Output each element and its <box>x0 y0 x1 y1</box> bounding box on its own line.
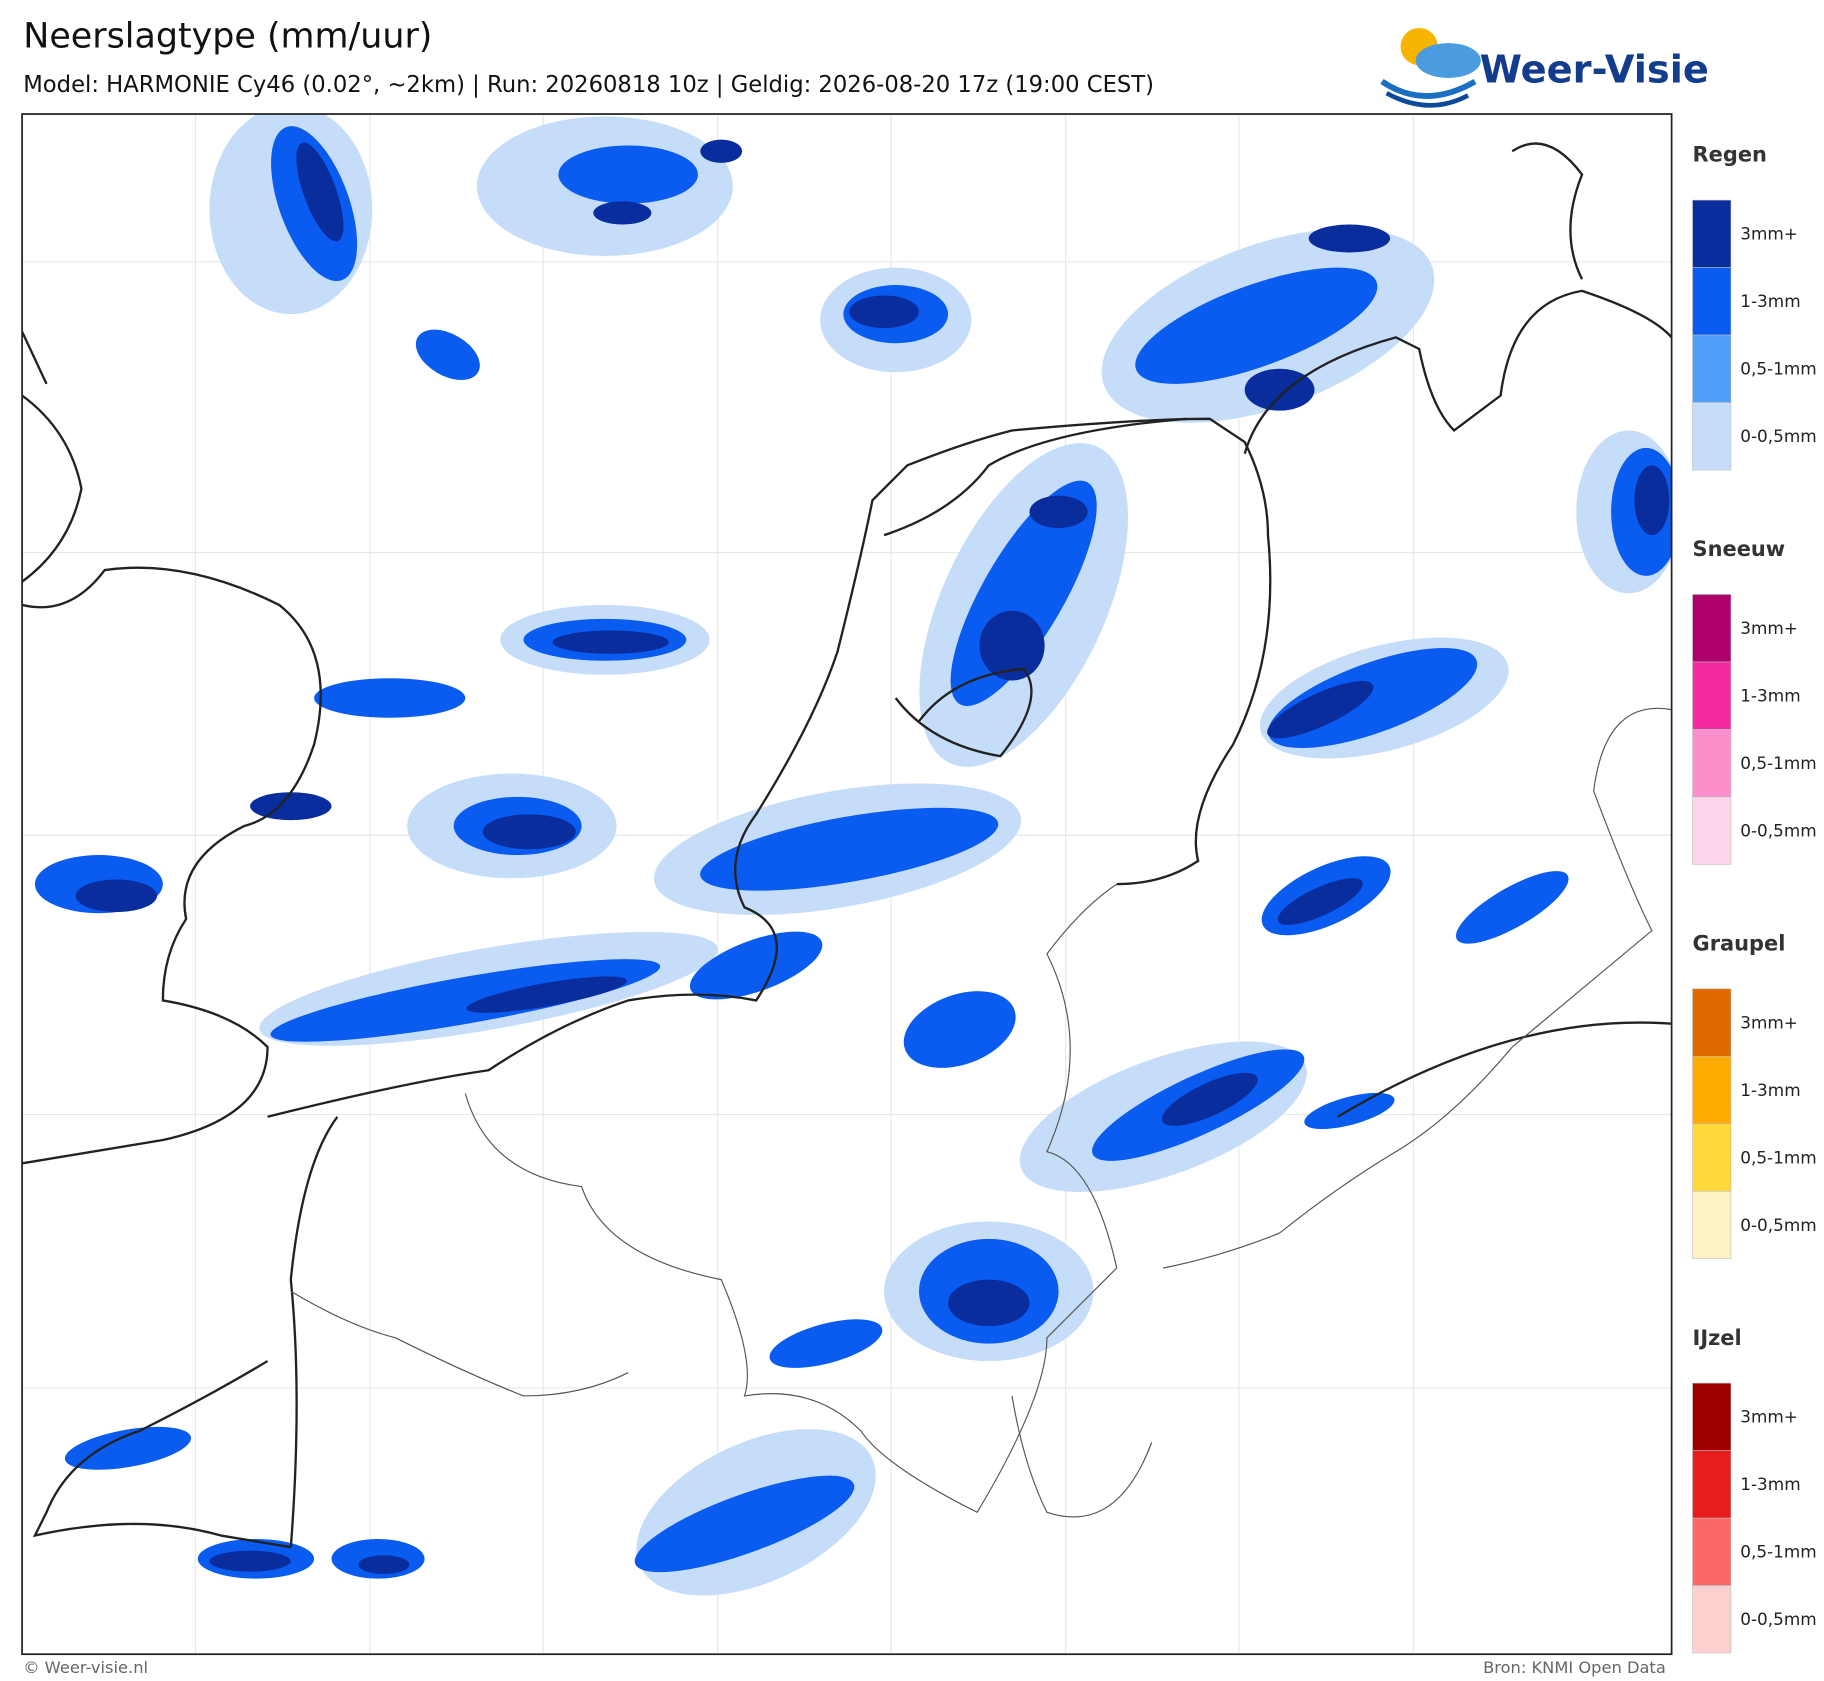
legend-swatch <box>1692 1055 1732 1125</box>
legend-label: 1-3mm <box>1740 1080 1800 1100</box>
logo-text: Weer-Visie <box>1480 48 1709 93</box>
legend-title: Regen <box>1693 143 1767 167</box>
legend-swatch <box>1692 796 1732 865</box>
legend-swatch <box>1692 1450 1732 1519</box>
legend-label: 3mm+ <box>1740 618 1798 638</box>
borders <box>290 707 1672 1518</box>
logo: Weer-Visie <box>1380 27 1709 108</box>
legend-swatch <box>1692 1382 1732 1451</box>
legend-label: 0-0,5mm <box>1740 1215 1816 1235</box>
legend-label: 0,5-1mm <box>1740 753 1816 773</box>
legend-swatch <box>1692 729 1732 798</box>
legend-title: Graupel <box>1693 931 1786 955</box>
legend-swatch <box>1692 1517 1732 1586</box>
legend-title: IJzel <box>1693 1326 1742 1350</box>
map-frame <box>21 113 1673 1656</box>
legend-swatch <box>1692 1585 1732 1654</box>
legend-label: 1-3mm <box>1740 291 1800 311</box>
legend-label: 0-0,5mm <box>1740 820 1816 840</box>
legend-swatch <box>1692 1123 1732 1192</box>
map <box>22 114 1672 1655</box>
legend-swatch <box>1692 334 1732 403</box>
legend-label: 0,5-1mm <box>1740 1147 1816 1167</box>
legend: Regen 3mm+ 1-3mm 0,5-1mm 0-0,5mm Sneeuw 3mm+ 1-… <box>1692 143 1817 1654</box>
title: Neerslagtype (mm/uur) <box>23 17 432 57</box>
legend-label: 0-0,5mm <box>1740 426 1816 446</box>
legend-label: 3mm+ <box>1740 1012 1798 1032</box>
legend-label: 1-3mm <box>1740 1474 1800 1494</box>
legend-swatch <box>1692 1190 1732 1259</box>
legend-swatch <box>1692 199 1732 268</box>
footer-right: Bron: KNMI Open Data <box>1483 1658 1666 1677</box>
legend-title: Sneeuw <box>1693 537 1786 561</box>
footer-left: © Weer-visie.nl <box>23 1658 148 1677</box>
legend-label: 0,5-1mm <box>1740 1542 1816 1562</box>
legend-label: 3mm+ <box>1740 224 1798 244</box>
legend-swatch <box>1692 594 1732 663</box>
coastlines <box>22 142 1672 1549</box>
legend-swatch <box>1692 661 1732 730</box>
legend-swatch <box>1692 402 1732 471</box>
precipitation <box>34 114 1672 1596</box>
legend-label: 0-0,5mm <box>1740 1609 1816 1629</box>
legend-label: 0,5-1mm <box>1740 359 1816 379</box>
legend-label: 3mm+ <box>1740 1407 1798 1427</box>
legend-swatch <box>1692 988 1732 1057</box>
subtitle: Model: HARMONIE Cy46 (0.02°, ~2km) | Run… <box>23 72 1154 98</box>
legend-swatch <box>1692 267 1732 336</box>
legend-label: 1-3mm <box>1740 685 1800 705</box>
